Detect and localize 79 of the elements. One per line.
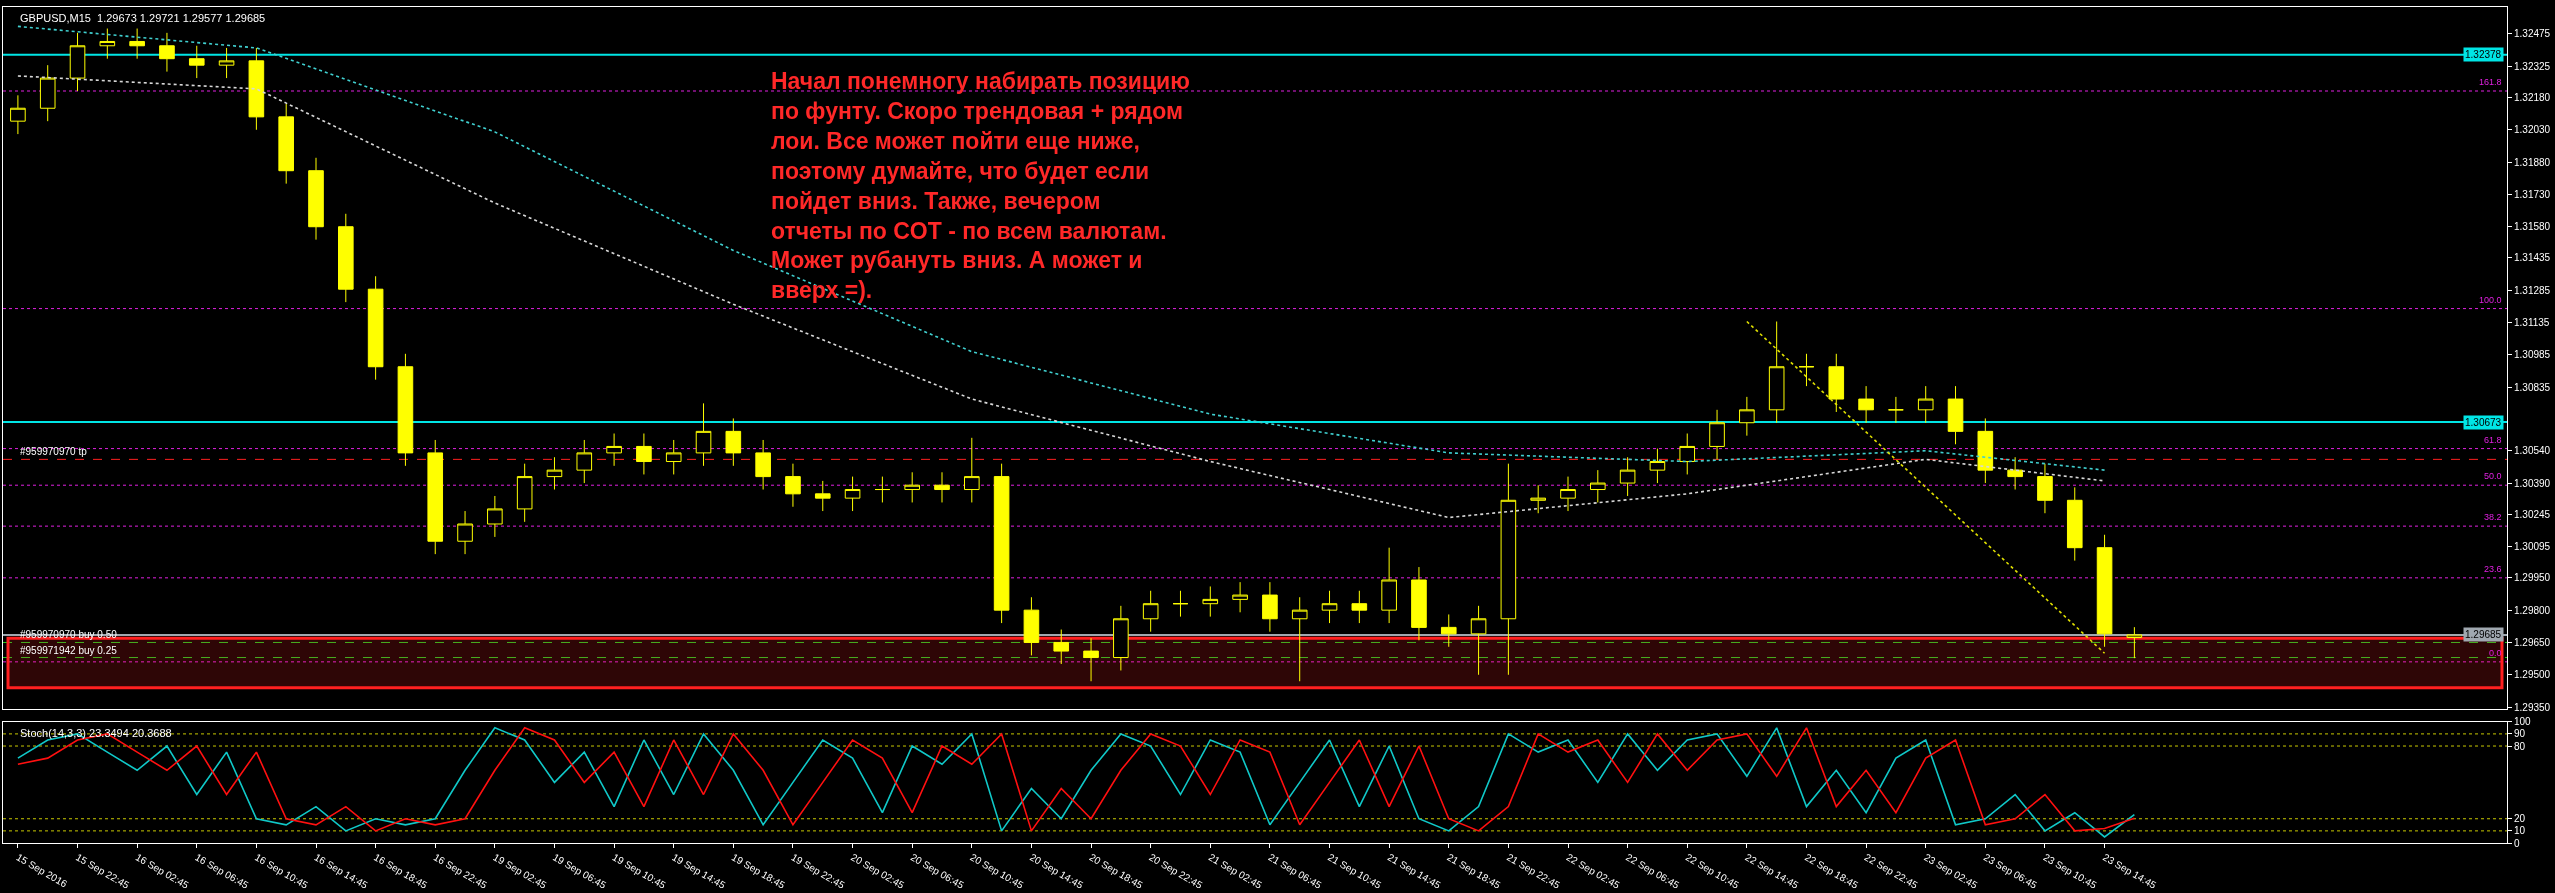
x-tick-label: 21 Sep 06:45	[1266, 851, 1324, 892]
y-tick-label: 1.32180	[2514, 91, 2551, 103]
ref-line-label: #959971942 buy 0.25	[20, 645, 118, 656]
x-tick-label: 15 Sep 2016	[14, 851, 70, 890]
annotation: 23.6	[2484, 564, 2502, 574]
y-tick-label: 1.30835	[2514, 381, 2551, 393]
x-tick-label: 23 Sep 14:45	[2101, 851, 2159, 892]
x-tick-label: 16 Sep 22:45	[431, 851, 490, 892]
y-tick-label: 1.29500	[2514, 669, 2551, 681]
y-tick-label: 1.31135	[2514, 317, 2550, 329]
x-tick-label: 21 Sep 14:45	[1385, 851, 1444, 892]
x-tick-label: 20 Sep 02:45	[849, 851, 907, 892]
y-tick-label: 1.30985	[2514, 349, 2551, 361]
x-tick-label: 21 Sep 18:45	[1445, 851, 1503, 892]
y-tick-label: 1.31880	[2514, 156, 2551, 168]
text: Stoch(14,3,3) 23.3494 20.3688	[20, 727, 172, 739]
x-tick-label: 16 Sep 06:45	[193, 851, 251, 892]
y-tick-label: 80	[2514, 740, 2526, 752]
x-tick-label: 15 Sep 22:45	[74, 851, 132, 892]
y-tick-label: 1.29650	[2514, 636, 2551, 648]
x-tick-label: 16 Sep 18:45	[372, 851, 430, 892]
y-tick-label: 1.32325	[2514, 60, 2551, 72]
ref-line-label: 1.29685	[2465, 629, 2502, 640]
x-tick-label: 22 Sep 22:45	[1862, 851, 1921, 892]
ref-line-label: #959970970 tp	[20, 446, 88, 457]
x-tick-label: 22 Sep 02:45	[1564, 851, 1622, 892]
y-tick-label: 1.30245	[2514, 508, 2551, 520]
x-tick-label: 19 Sep 18:45	[729, 851, 788, 892]
y-tick-label: 1.32030	[2514, 124, 2551, 136]
annotation: 50.0	[2484, 471, 2502, 481]
x-tick-label: 22 Sep 14:45	[1743, 851, 1801, 892]
y-tick-label: 1.31730	[2514, 188, 2551, 200]
x-tick-label: 21 Sep 22:45	[1504, 851, 1563, 892]
x-tick-label: 23 Sep 10:45	[2041, 851, 2099, 892]
x-tick-label: 20 Sep 22:45	[1147, 851, 1205, 892]
x-tick-label: 20 Sep 14:45	[1027, 851, 1086, 892]
x-tick-label: 21 Sep 10:45	[1326, 851, 1384, 892]
x-tick-label: 20 Sep 06:45	[908, 851, 967, 892]
ref-line-label: #959970970 buy 0.50	[20, 629, 118, 640]
y-tick-label: 1.29950	[2514, 572, 2551, 584]
y-tick-label: 1.29350	[2514, 701, 2551, 713]
x-tick-label: 19 Sep 10:45	[610, 851, 669, 892]
annotation: 0.0	[2489, 648, 2502, 658]
y-tick-label: 1.30095	[2514, 541, 2551, 553]
y-tick-label: 1.31580	[2514, 221, 2551, 233]
y-tick-label: 90	[2514, 728, 2526, 740]
annotation: 100.0	[2479, 295, 2502, 305]
annotation: 61.8	[2484, 435, 2502, 445]
x-tick-label: 16 Sep 10:45	[252, 851, 311, 892]
y-tick-label: 0	[2514, 837, 2520, 849]
chart-title: GBPUSD,M15 1.29673 1.29721 1.29577 1.29685	[20, 12, 266, 24]
y-tick-label: 1.30540	[2514, 445, 2551, 457]
x-tick-label: 22 Sep 06:45	[1624, 851, 1682, 892]
x-tick-label: 20 Sep 10:45	[968, 851, 1026, 892]
y-tick-label: 1.30390	[2514, 477, 2551, 489]
x-tick-label: 16 Sep 02:45	[133, 851, 192, 892]
ref-line-label: 1.30673	[2465, 417, 2502, 428]
y-tick-label: 1.31285	[2514, 284, 2551, 296]
y-tick-label: 1.29800	[2514, 604, 2551, 616]
x-tick-label: 22 Sep 10:45	[1683, 851, 1742, 892]
annotation: Начал понемногу набирать позицию по фунту. Скоро трендовая + рядом лои. Все может пойти еще ниже, поэтому думайте, что будет если пойдет вниз. Также, вечером отчеты по COT - по всем валютам. Может рубануть вниз. А может и вверх =).	[771, 68, 1190, 304]
y-tick-label: 100	[2514, 716, 2532, 728]
x-tick-label: 21 Sep 02:45	[1206, 851, 1265, 892]
y-tick-label: 20	[2514, 813, 2526, 825]
x-tick-label: 20 Sep 18:45	[1087, 851, 1145, 892]
x-tick-label: 22 Sep 18:45	[1802, 851, 1861, 892]
annotation: 161.8	[2479, 77, 2502, 87]
x-tick-label: 23 Sep 02:45	[1922, 851, 1980, 892]
x-tick-label: 19 Sep 22:45	[789, 851, 847, 892]
annotation: 38.2	[2484, 512, 2502, 522]
x-tick-label: 16 Sep 14:45	[312, 851, 370, 892]
x-tick-label: 19 Sep 02:45	[491, 851, 549, 892]
ref-line-label: 1.32378	[2465, 49, 2502, 60]
y-tick-label: 1.31435	[2514, 252, 2551, 264]
y-tick-label: 10	[2514, 825, 2526, 837]
x-tick-label: 23 Sep 06:45	[1981, 851, 2040, 892]
x-tick-label: 19 Sep 14:45	[670, 851, 728, 892]
x-tick-label: 19 Sep 06:45	[550, 851, 609, 892]
y-tick-label: 1.32475	[2514, 28, 2551, 40]
